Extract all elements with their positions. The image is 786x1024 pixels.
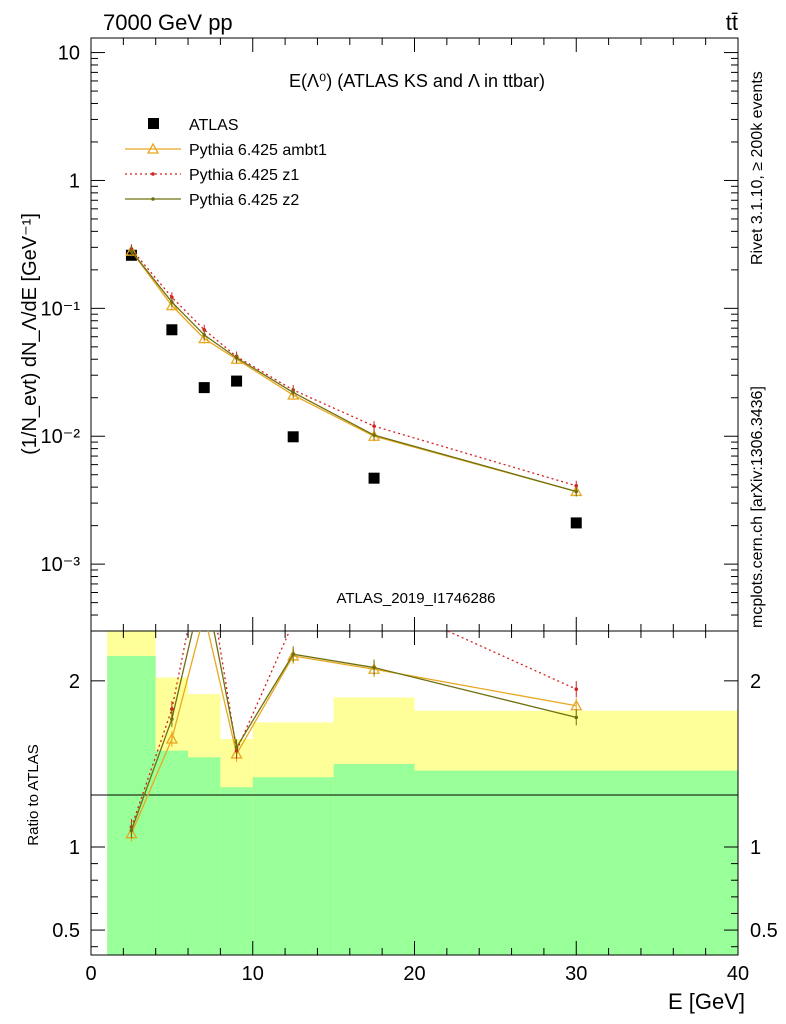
header-left: 7000 GeV pp [103,10,233,35]
legend-label: ATLAS [189,117,239,134]
series-point [202,579,206,583]
band-inner [252,777,334,955]
legend-label: Pythia 6.425 ambt1 [189,142,327,159]
header-right: tt̄ [726,10,738,35]
band-inner [220,787,253,955]
y-tick-label: 10⁻³ [41,554,81,576]
ratio-tick-label-right: 0.5 [750,920,778,942]
atlas-point [231,375,243,387]
y-tick-label: 10 [58,43,80,65]
band-inner [414,770,738,955]
chart-title: E(Λ⁰) (ATLAS KS and Λ in ttbar) [289,71,545,91]
ratio-y-axis-label: Ratio to ATLAS [25,744,42,845]
legend: ATLAS Pythia 6.425 ambt1 Pythia 6.425 z1 Py… [125,117,327,209]
ratio-tick-label-left: 1 [69,837,80,859]
series-line [130,248,577,487]
series-point [151,172,155,176]
series-point [199,609,209,618]
x-tick-label: 20 [403,963,425,985]
ratio-tick-label-right: 1 [750,837,761,859]
series-point [151,197,155,201]
main-ticks: 10⁻³ 10⁻² 10⁻¹ 1 10 [41,38,739,632]
y-tick-label: 10⁻¹ [41,298,81,320]
band-inner [155,750,189,955]
mcplots-label: mcplots.cern.ch [arXiv:1306.3436] [749,386,766,628]
ratio-ticks: 0 10 20 30 400.5 0.51 12 2 [52,631,778,985]
series-point [146,142,160,154]
y-axis-label: (1/N_evt) dN_Λ/dE [GeV⁻¹] [19,213,41,455]
legend-label: Pythia 6.425 z2 [189,192,299,209]
series-ratio [125,546,583,842]
ratio-tick-label-right: 2 [750,671,761,693]
series-line [130,250,577,493]
series-point [202,546,206,550]
x-tick-label: 40 [727,963,749,985]
x-tick-label: 0 [85,963,96,985]
series-line [130,250,577,493]
x-tick-label: 30 [565,963,587,985]
x-tick-label: 10 [242,963,264,985]
y-tick-label: 10⁻² [41,426,81,448]
atlas-point [287,431,299,443]
rivet-label: Rivet 3.1.10, ≥ 200k events [749,71,766,265]
series-point [291,621,295,625]
ratio-bands [107,631,738,955]
band-inner [107,655,156,955]
atlas-point [166,324,178,336]
analysis-label: ATLAS_2019_I1746286 [336,590,495,607]
band-inner [333,763,415,955]
series-main [125,244,583,529]
ratio-tick-label-left: 2 [69,671,80,693]
band-inner [188,757,221,955]
atlas-point [570,517,582,529]
x-axis-label: E [GeV] [668,989,745,1014]
legend-label: Pythia 6.425 z1 [189,167,299,184]
atlas-point [198,382,210,394]
ratio-tick-label-left: 0.5 [52,920,80,942]
legend-marker-atlas [148,118,159,129]
atlas-point [368,472,380,484]
y-tick-label: 1 [69,170,80,192]
